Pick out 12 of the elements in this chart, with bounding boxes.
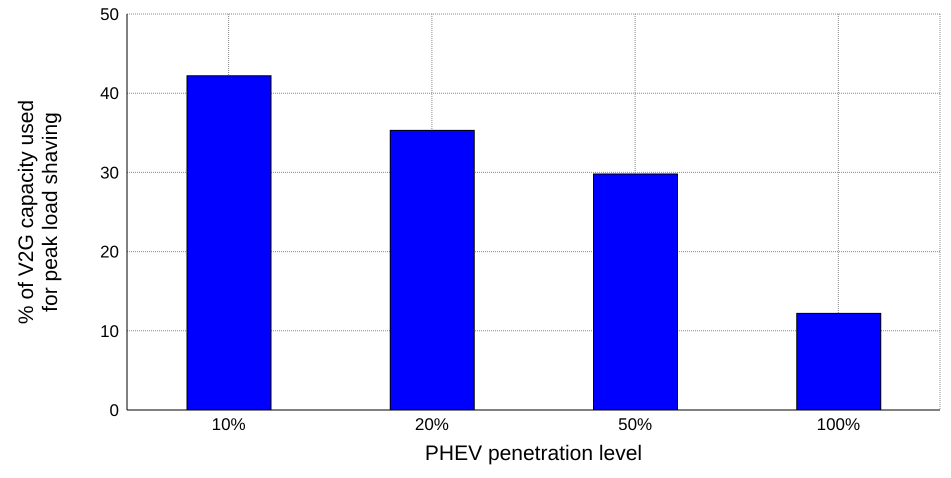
- y-tick-label: 50: [100, 5, 119, 24]
- y-axis-title: % of V2G capacity used for peak load shaving: [15, 100, 62, 324]
- y-tick-label: 10: [100, 322, 119, 341]
- x-tick-label: 10%: [212, 415, 246, 434]
- y-tick-label: 40: [100, 84, 119, 104]
- x-axis-title: PHEV penetration level: [424, 442, 642, 465]
- x-tick-label: 50%: [618, 415, 652, 434]
- y-tick-label: 20: [100, 242, 119, 262]
- y-tick-label: 30: [100, 163, 119, 182]
- x-tick-label: 100%: [816, 415, 860, 434]
- x-tick-label: 20%: [414, 415, 449, 434]
- y-tick-label: 0: [110, 401, 119, 420]
